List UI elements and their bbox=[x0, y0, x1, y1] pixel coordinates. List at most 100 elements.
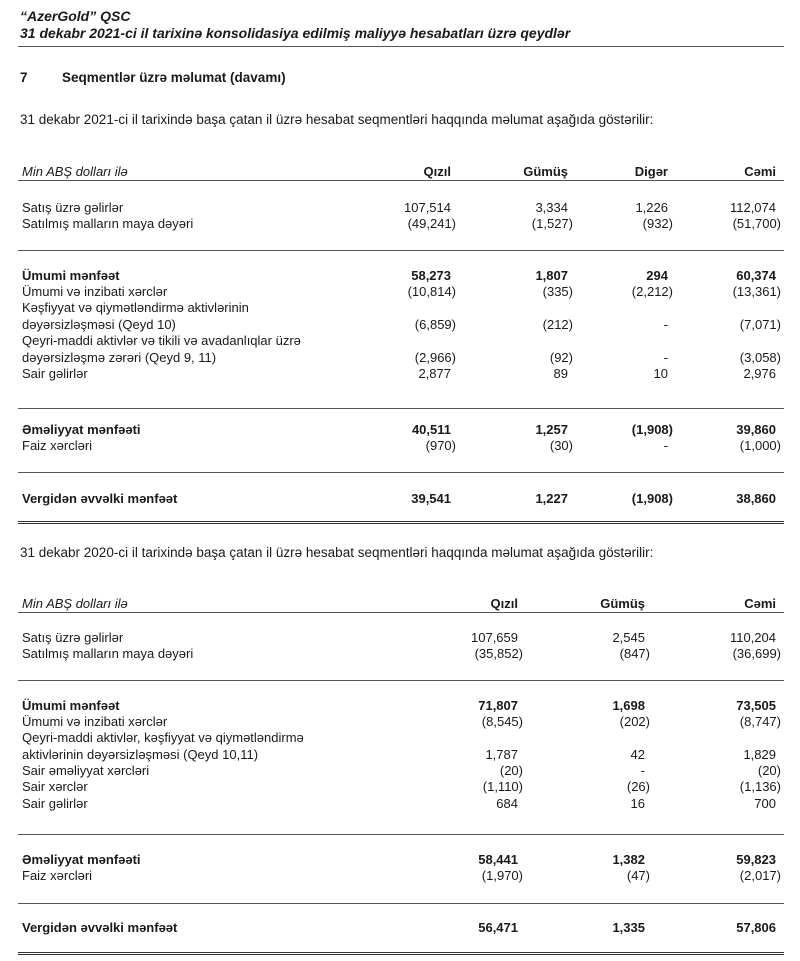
column-header: Qızıl bbox=[490, 596, 518, 611]
cell-value: (2,017) bbox=[739, 868, 781, 883]
row-label: aktivlərinin dəyərsizləşməsi (Qeyd 10,11… bbox=[22, 747, 259, 762]
header-divider bbox=[18, 612, 784, 613]
cell-value: 2,976 bbox=[743, 366, 776, 381]
row-label: dəyərsizləşmə zərəri (Qeyd 9, 11) bbox=[22, 350, 217, 365]
cell-value: 57,806 bbox=[736, 920, 776, 935]
cell-value: 58,273 bbox=[411, 268, 451, 283]
cell-value: 700 bbox=[754, 796, 776, 811]
company-name: “AzerGold” QSC bbox=[20, 8, 131, 24]
unit-label: Min ABŞ dolları ilə bbox=[22, 596, 128, 611]
cell-value: (47) bbox=[626, 868, 650, 883]
cell-value: (13,361) bbox=[732, 284, 781, 299]
cell-value: (847) bbox=[619, 646, 650, 661]
cell-value: 59,823 bbox=[736, 852, 776, 867]
cell-value: (1,136) bbox=[739, 779, 781, 794]
section-number: 7 bbox=[20, 70, 28, 85]
cell-value: (51,700) bbox=[732, 216, 781, 231]
cell-value: (1,908) bbox=[631, 491, 673, 506]
row-label: Qeyri-maddi aktivlər, kəşfiyyat və qiymə… bbox=[22, 730, 304, 745]
table-divider bbox=[18, 952, 784, 955]
row-label: Satılmış malların maya dəyəri bbox=[22, 646, 194, 661]
cell-value: (1,527) bbox=[531, 216, 573, 231]
cell-value: - bbox=[663, 438, 668, 453]
row-label: Satılmış malların maya dəyəri bbox=[22, 216, 194, 231]
cell-value: 39,860 bbox=[736, 422, 776, 437]
cell-value: (7,071) bbox=[739, 317, 781, 332]
cell-value: 40,511 bbox=[411, 422, 451, 437]
row-label: Qeyri-maddi aktivlər və tikili və avadan… bbox=[22, 333, 301, 348]
row-label: dəyərsizləşməsi (Qeyd 10) bbox=[22, 317, 176, 332]
row-label: Faiz xərcləri bbox=[22, 438, 93, 453]
cell-value: (3,058) bbox=[739, 350, 781, 365]
cell-value: (212) bbox=[542, 317, 573, 332]
cell-value: 39,541 bbox=[411, 491, 451, 506]
row-label: Ümumi və inzibati xərclər bbox=[22, 284, 168, 299]
row-label: Sair əməliyyat xərcləri bbox=[22, 763, 150, 778]
cell-value: 89 bbox=[553, 366, 568, 381]
cell-value: 107,514 bbox=[404, 200, 451, 215]
cell-value: 294 bbox=[646, 268, 668, 283]
cell-value: (30) bbox=[549, 438, 573, 453]
cell-value: (8,545) bbox=[481, 714, 523, 729]
cell-value: 1,698 bbox=[612, 698, 645, 713]
row-label: Ümumi mənfəət bbox=[22, 268, 120, 283]
row-label: Əməliyyat mənfəəti bbox=[22, 852, 141, 867]
row-label: Satış üzrə gəlirlər bbox=[22, 630, 124, 645]
column-header: Cəmi bbox=[744, 164, 776, 179]
section-title: Seqmentlər üzrə məlumat (davamı) bbox=[62, 70, 286, 85]
column-header: Digər bbox=[634, 164, 668, 179]
row-label: Sair gəlirlər bbox=[22, 366, 88, 381]
cell-value: (1,908) bbox=[631, 422, 673, 437]
cell-value: 60,374 bbox=[736, 268, 776, 283]
cell-value: 42 bbox=[630, 747, 645, 762]
cell-value: 107,659 bbox=[471, 630, 518, 645]
cell-value: 38,860 bbox=[736, 491, 776, 506]
table-divider bbox=[18, 250, 784, 251]
cell-value: (20) bbox=[499, 763, 523, 778]
column-header: Gümüş bbox=[523, 164, 568, 179]
column-header: Qızıl bbox=[423, 164, 451, 179]
table-divider bbox=[18, 521, 784, 524]
header-divider bbox=[18, 180, 784, 181]
cell-value: (2,966) bbox=[414, 350, 456, 365]
row-label: Ümumi mənfəət bbox=[22, 698, 120, 713]
table-2021-intro: 31 dekabr 2021-ci il tarixində başa çata… bbox=[20, 112, 654, 127]
cell-value: (932) bbox=[642, 216, 673, 231]
table-divider bbox=[18, 834, 784, 835]
row-label: Sair gəlirlər bbox=[22, 796, 88, 811]
cell-value: (8,747) bbox=[739, 714, 781, 729]
cell-value: - bbox=[640, 763, 645, 778]
unit-label: Min ABŞ dolları ilə bbox=[22, 164, 128, 179]
cell-value: 71,807 bbox=[478, 698, 518, 713]
row-label: Əməliyyat mənfəəti bbox=[22, 422, 141, 437]
column-header: Gümüş bbox=[600, 596, 645, 611]
cell-value: (1,110) bbox=[482, 779, 523, 794]
cell-value: (10,814) bbox=[407, 284, 456, 299]
cell-value: 1,335 bbox=[612, 920, 645, 935]
cell-value: (6,859) bbox=[414, 317, 456, 332]
cell-value: 1,829 bbox=[743, 747, 776, 762]
cell-value: 1,382 bbox=[612, 852, 645, 867]
table-2020-intro: 31 dekabr 2020-ci il tarixində başa çata… bbox=[20, 545, 654, 560]
cell-value: 112,074 bbox=[729, 200, 776, 215]
cell-value: 110,204 bbox=[729, 630, 776, 645]
row-label: Ümumi və inzibati xərclər bbox=[22, 714, 168, 729]
table-divider bbox=[18, 472, 784, 473]
cell-value: (335) bbox=[542, 284, 573, 299]
cell-value: (2,212) bbox=[631, 284, 673, 299]
cell-value: (92) bbox=[549, 350, 573, 365]
cell-value: 684 bbox=[496, 796, 518, 811]
row-label: Vergidən əvvəlki mənfəət bbox=[22, 491, 178, 506]
cell-value: (26) bbox=[626, 779, 650, 794]
cell-value: 16 bbox=[630, 796, 645, 811]
row-label: Kəşfiyyat və qiymətləndirmə aktivlərinin bbox=[22, 300, 249, 315]
cell-value: (35,852) bbox=[474, 646, 523, 661]
cell-value: 1,226 bbox=[635, 200, 668, 215]
cell-value: (1,970) bbox=[481, 868, 523, 883]
cell-value: (1,000) bbox=[739, 438, 781, 453]
cell-value: 1,257 bbox=[535, 422, 568, 437]
row-label: Satış üzrə gəlirlər bbox=[22, 200, 124, 215]
table-divider bbox=[18, 408, 784, 409]
document-subtitle: 31 dekabr 2021-ci il tarixinə konsolidas… bbox=[20, 25, 571, 41]
cell-value: (49,241) bbox=[407, 216, 456, 231]
